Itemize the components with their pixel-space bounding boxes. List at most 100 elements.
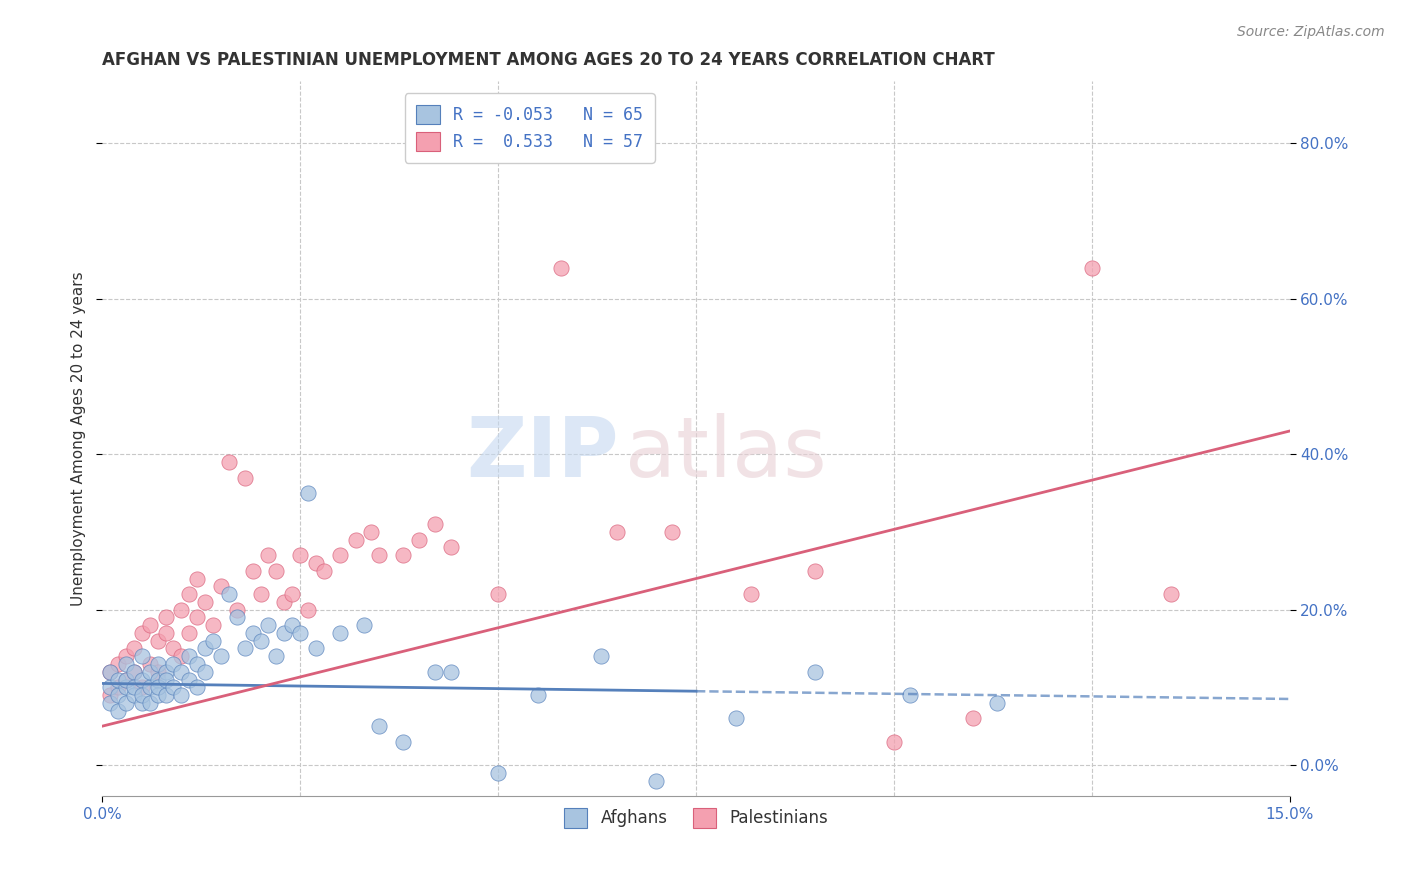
Point [122, 688, 145, 702]
Point [107, 657, 129, 671]
Point [155, 610, 177, 624]
Point [194, 595, 217, 609]
Point [392, 548, 415, 562]
Point [146, 673, 169, 687]
Point [344, 533, 367, 547]
Point [162, 641, 184, 656]
Point [392, 735, 415, 749]
Point [162, 681, 184, 695]
Point [131, 696, 153, 710]
Point [107, 673, 129, 687]
Point [233, 641, 256, 656]
Point [138, 665, 160, 679]
Text: ZIP: ZIP [467, 412, 619, 493]
Point [138, 618, 160, 632]
Text: atlas: atlas [624, 412, 827, 493]
Point [486, 765, 509, 780]
Point [186, 610, 208, 624]
Y-axis label: Unemployment Among Ages 20 to 24 years: Unemployment Among Ages 20 to 24 years [72, 271, 86, 606]
Point [724, 711, 747, 725]
Point [194, 665, 217, 679]
Point [242, 564, 264, 578]
Point [661, 524, 683, 539]
Point [898, 688, 921, 702]
Point [131, 673, 153, 687]
Point [423, 665, 446, 679]
Point [305, 641, 328, 656]
Point [249, 587, 271, 601]
Point [423, 517, 446, 532]
Point [589, 649, 612, 664]
Point [115, 681, 138, 695]
Point [179, 649, 201, 664]
Point [209, 649, 232, 664]
Point [962, 711, 984, 725]
Point [115, 657, 138, 671]
Point [305, 556, 328, 570]
Point [138, 681, 160, 695]
Point [115, 673, 138, 687]
Point [186, 681, 208, 695]
Point [266, 649, 288, 664]
Point [486, 587, 509, 601]
Point [98, 688, 121, 702]
Point [202, 633, 225, 648]
Point [288, 548, 311, 562]
Point [155, 665, 177, 679]
Point [225, 602, 247, 616]
Point [233, 470, 256, 484]
Point [115, 673, 138, 687]
Point [218, 587, 240, 601]
Point [329, 548, 352, 562]
Point [170, 688, 193, 702]
Point [804, 665, 827, 679]
Point [883, 735, 905, 749]
Point [439, 665, 461, 679]
Point [353, 618, 375, 632]
Point [179, 587, 201, 601]
Point [281, 587, 304, 601]
Point [297, 602, 319, 616]
Point [242, 626, 264, 640]
Point [266, 564, 288, 578]
Point [606, 524, 628, 539]
Point [107, 704, 129, 718]
Point [439, 541, 461, 555]
Point [202, 618, 225, 632]
Point [146, 657, 169, 671]
Point [162, 657, 184, 671]
Point [360, 524, 382, 539]
Text: Source: ZipAtlas.com: Source: ZipAtlas.com [1237, 25, 1385, 39]
Point [131, 649, 153, 664]
Point [297, 486, 319, 500]
Point [526, 688, 548, 702]
Point [740, 587, 762, 601]
Point [115, 696, 138, 710]
Point [155, 688, 177, 702]
Point [131, 681, 153, 695]
Point [98, 681, 121, 695]
Point [98, 665, 121, 679]
Point [257, 548, 280, 562]
Point [107, 681, 129, 695]
Point [312, 564, 335, 578]
Point [186, 572, 208, 586]
Point [273, 626, 295, 640]
Point [645, 773, 668, 788]
Point [155, 626, 177, 640]
Point [257, 618, 280, 632]
Point [122, 665, 145, 679]
Point [131, 626, 153, 640]
Point [186, 657, 208, 671]
Point [288, 626, 311, 640]
Point [804, 564, 827, 578]
Point [107, 688, 129, 702]
Point [249, 633, 271, 648]
Point [115, 649, 138, 664]
Point [179, 626, 201, 640]
Point [368, 548, 391, 562]
Point [146, 665, 169, 679]
Point [98, 696, 121, 710]
Point [138, 657, 160, 671]
Point [273, 595, 295, 609]
